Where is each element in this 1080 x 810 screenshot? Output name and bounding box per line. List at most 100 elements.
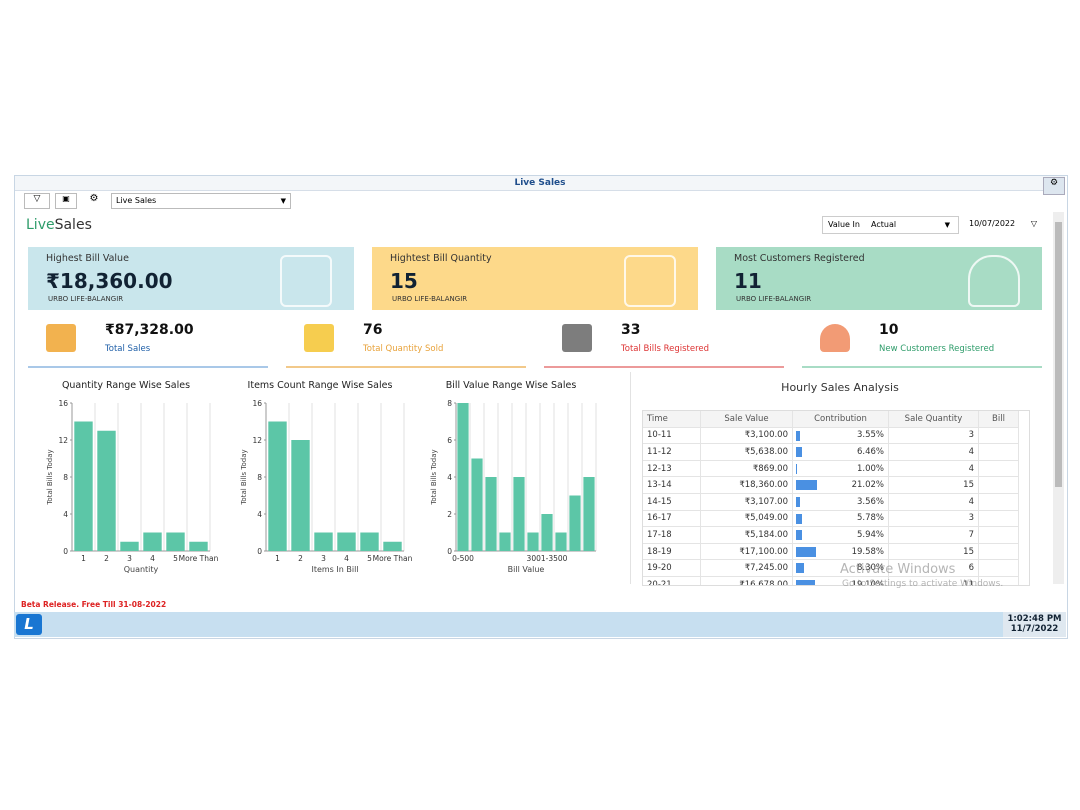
bar [569,495,581,551]
filter-button[interactable]: ▽ [24,193,50,209]
chart-title: Bill Value Range Wise Sales [446,380,577,391]
y-tick-label: 8 [447,399,452,408]
bar [527,532,539,551]
x-tick-label: 4 [150,554,155,563]
contribution-cell: 3.55% [792,427,889,445]
value-in-label: Value In [828,220,860,229]
time-cell: 10-11 [643,427,701,445]
header-row: Time Sale Value Contribution Sale Quantity B… [643,411,1019,428]
view-dropdown[interactable]: Live Sales ▼ [111,193,291,209]
bill-cell [978,443,1019,461]
contribution-cell: 19.10% [792,576,889,586]
contribution-label: 19.10% [851,579,884,586]
kpi-icon [820,324,850,352]
bar [457,403,469,551]
y-tick-label: 12 [58,436,68,445]
table-row: 13-14 ₹18,360.00 21.02% 15 [643,476,1019,494]
date: 10/07/2022 [969,219,1016,228]
dropdown-text: Live Sales [116,196,157,205]
contribution-label: 6.46% [856,446,884,457]
kpi-icon [562,324,592,352]
clock-time: 1:02:48 PM [1007,614,1062,624]
x-tick-label: 3 [321,554,326,563]
window-title: Live Sales [514,178,566,188]
bar [360,532,379,551]
scrollbar [1053,212,1064,584]
table-wrap: Time Sale Value Contribution Sale Quantity B… [642,410,1030,586]
clock-date: 11/7/2022 [1010,624,1059,634]
time-cell: 17-18 [643,526,701,544]
title-bar [15,176,1065,191]
kpi-value: 10 [879,322,899,338]
value-in-box[interactable]: Value In Actual ▼ [822,216,959,234]
column-header: Contribution [792,411,889,428]
quantity-cell: 7 [888,526,979,544]
taskbar [14,612,1066,637]
contribution-label: 3.56% [856,496,884,507]
x-axis-label: Quantity [124,565,159,574]
card-sub: URBO LIFE-BALANGIR [736,295,812,303]
y-tick-label: 0 [63,547,68,556]
table-title: Hourly Sales Analysis [781,381,899,394]
bar [471,458,483,551]
contribution-cell: 5.94% [792,526,889,544]
bar [143,532,162,551]
time-cell: 13-14 [643,476,701,494]
page-title: LiveSales [26,217,92,233]
kpi-value: 33 [621,322,641,338]
bill-cell [978,427,1019,445]
contribution-cell: 1.00% [792,460,889,478]
card-value: 15 [390,269,418,293]
x-tick-label: 5 [367,554,372,563]
sale-value-cell: ₹17,100.00 [700,543,793,561]
quantity-cell: 4 [888,460,979,478]
quantity-cell: 15 [888,476,979,494]
kpi-label: New Customers Registered [879,344,995,354]
settings-button[interactable]: ⚙ [1043,177,1065,195]
kpi-icon [46,324,76,352]
sale-value-cell: ₹5,049.00 [700,510,793,528]
card-icon [280,255,332,307]
table-row: 11-12 ₹5,638.00 6.46% 4 [643,443,1019,461]
table-row: 14-15 ₹3,107.00 3.56% 4 [643,493,1019,511]
app-logo[interactable]: L [16,614,42,635]
bill-cell [978,526,1019,544]
summary-card: Most Customers Registered 11 URBO LIFE-BAL… [716,247,1042,310]
contribution-bar [796,530,802,541]
contribution-label: 21.02% [851,480,884,491]
bar [97,430,116,551]
bar [74,421,93,551]
export-button[interactable]: ▣ [55,193,77,209]
contribution-bar [796,430,800,441]
y-axis-label: Total Bills Today [430,449,438,505]
y-tick-label: 2 [447,510,452,519]
contribution-bar [796,513,802,524]
contribution-label: 1.00% [856,463,884,474]
bar [513,477,525,551]
time-cell: 14-15 [643,493,701,511]
bar [189,541,208,551]
card-icon [968,255,1020,307]
x-tick-label: 2 [298,554,303,563]
contribution-cell: 5.78% [792,510,889,528]
contribution-cell: 3.56% [792,493,889,511]
kpi-label: Total Sales [105,344,151,354]
y-tick-label: 0 [257,547,262,556]
gear-button[interactable]: ⚙ [89,193,99,204]
column-header: Sale Value [700,411,793,428]
bar [383,541,402,551]
x-tick-label: 1 [275,554,280,563]
bar [499,532,511,551]
contribution-cell: 6.46% [792,443,889,461]
card-icon [624,255,676,307]
contribution-cell: 19.58% [792,543,889,561]
date-box[interactable]: 10/07/2022 ▽ [963,216,1043,232]
chart-title: Quantity Range Wise Sales [62,380,190,391]
y-tick-label: 0 [447,547,452,556]
contribution-bar [796,579,816,585]
time-cell: 18-19 [643,543,701,561]
quantity-cell: 4 [888,443,979,461]
bar [555,532,567,551]
y-tick-label: 4 [257,510,262,519]
bar [268,421,287,551]
